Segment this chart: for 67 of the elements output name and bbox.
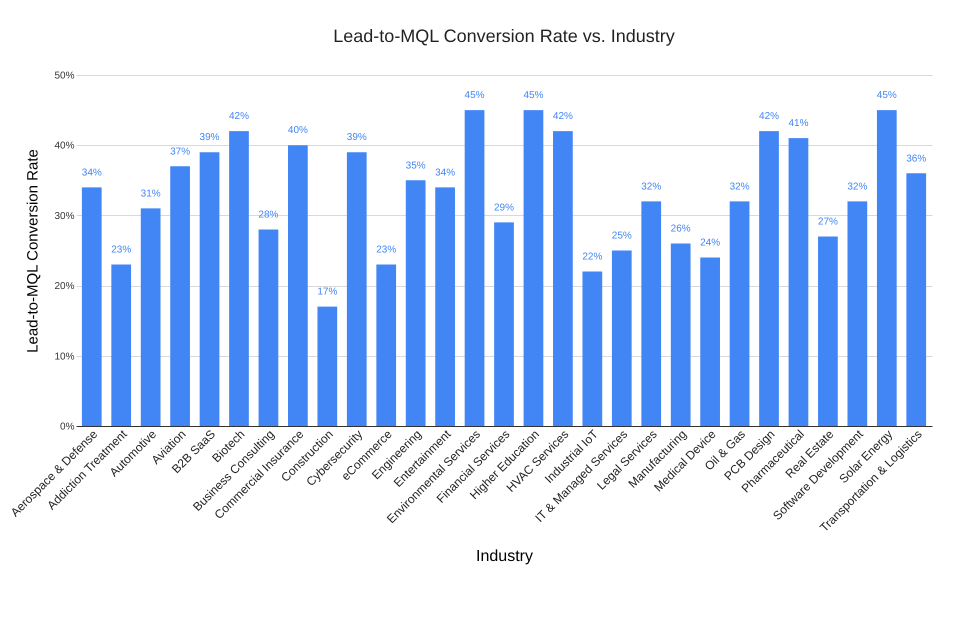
y-tick-label: 0% (60, 422, 75, 432)
data-label: 45% (876, 90, 897, 102)
bar (670, 243, 691, 426)
data-label: 39% (346, 132, 367, 144)
data-label: 26% (670, 223, 691, 234)
bar (317, 306, 338, 426)
data-label: 29% (494, 202, 514, 214)
data-label: 27% (818, 216, 838, 228)
data-label: 42% (228, 111, 250, 122)
data-label: 23% (111, 244, 132, 256)
y-tick-label: 40% (54, 140, 75, 152)
chart-title: Lead-to-MQL Conversion Rate vs. Industry (333, 26, 675, 46)
y-tick-label: 10% (54, 351, 75, 362)
data-label: 34% (435, 167, 456, 178)
bar (641, 201, 662, 426)
bar (730, 201, 750, 426)
data-label: 42% (552, 111, 574, 122)
bar (612, 250, 632, 426)
data-label: 41% (788, 118, 809, 130)
bar (582, 272, 602, 426)
data-label: 40% (288, 125, 308, 136)
data-label: 45% (523, 90, 544, 102)
bar (464, 110, 484, 426)
bar (346, 152, 367, 426)
bar (818, 236, 838, 426)
bar (700, 258, 720, 426)
y-axis-title: Lead-to-MQL Conversion Rate (24, 149, 42, 353)
x-axis-title: Industry (476, 548, 533, 566)
bar (906, 173, 926, 426)
data-label: 39% (200, 132, 220, 144)
bar (376, 264, 396, 426)
bar (759, 131, 779, 426)
data-label: 32% (641, 181, 662, 192)
data-label: 28% (258, 209, 279, 220)
bar (229, 131, 249, 426)
data-label: 32% (730, 181, 750, 192)
bar (788, 138, 808, 426)
data-label: 35% (406, 160, 426, 172)
data-label: 25% (612, 230, 632, 242)
bar (258, 229, 278, 426)
y-tick-label: 20% (54, 281, 75, 292)
data-label: 42% (759, 111, 780, 122)
bar (876, 110, 897, 426)
bar (406, 180, 426, 426)
y-tick-label: 30% (54, 210, 75, 222)
data-label: 31% (140, 188, 161, 200)
bar (170, 166, 190, 426)
bar (140, 208, 161, 426)
data-label: 17% (317, 286, 338, 298)
data-label: 32% (847, 181, 868, 192)
bar (200, 152, 220, 426)
y-tick-label: 50% (54, 70, 75, 82)
bar (494, 222, 514, 426)
bar (82, 187, 102, 426)
data-label: 22% (582, 252, 602, 263)
bar (288, 145, 308, 426)
data-label: 23% (376, 244, 396, 256)
bar (435, 187, 455, 426)
data-label: 36% (906, 153, 926, 164)
data-label: 34% (82, 167, 102, 178)
bar (847, 201, 868, 426)
bar (524, 110, 544, 426)
data-label: 45% (464, 90, 485, 102)
data-label: 37% (170, 146, 190, 158)
data-label: 24% (700, 238, 720, 249)
bar (111, 264, 132, 426)
bar (553, 131, 573, 426)
